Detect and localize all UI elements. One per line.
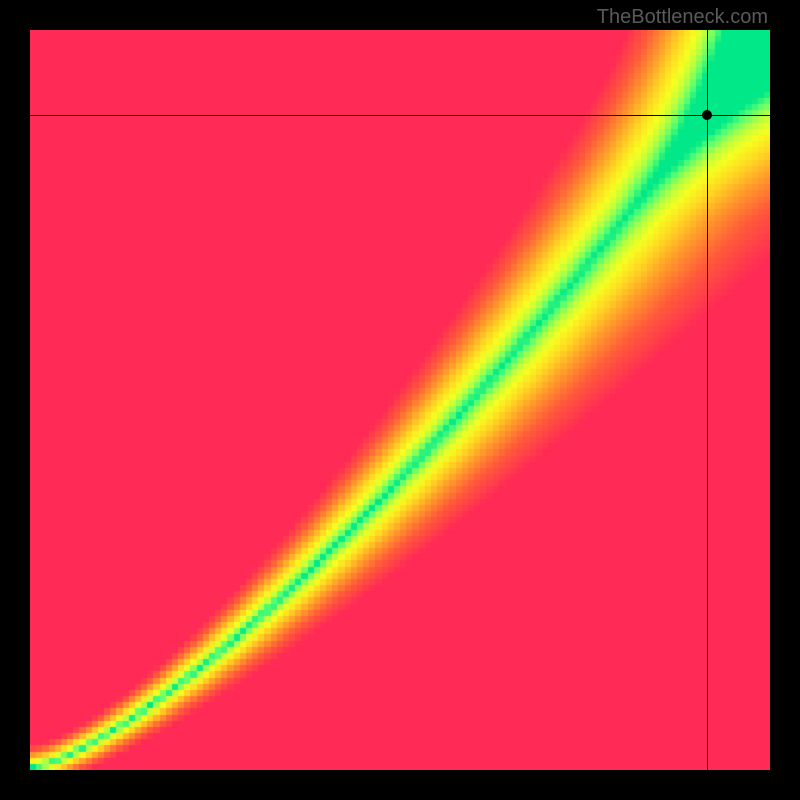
watermark-text: TheBottleneck.com (597, 6, 768, 29)
crosshair-horizontal (30, 115, 770, 116)
heatmap-canvas (30, 30, 770, 770)
crosshair-vertical (707, 30, 708, 770)
data-point-marker (702, 110, 712, 120)
bottleneck-heatmap (30, 30, 770, 770)
